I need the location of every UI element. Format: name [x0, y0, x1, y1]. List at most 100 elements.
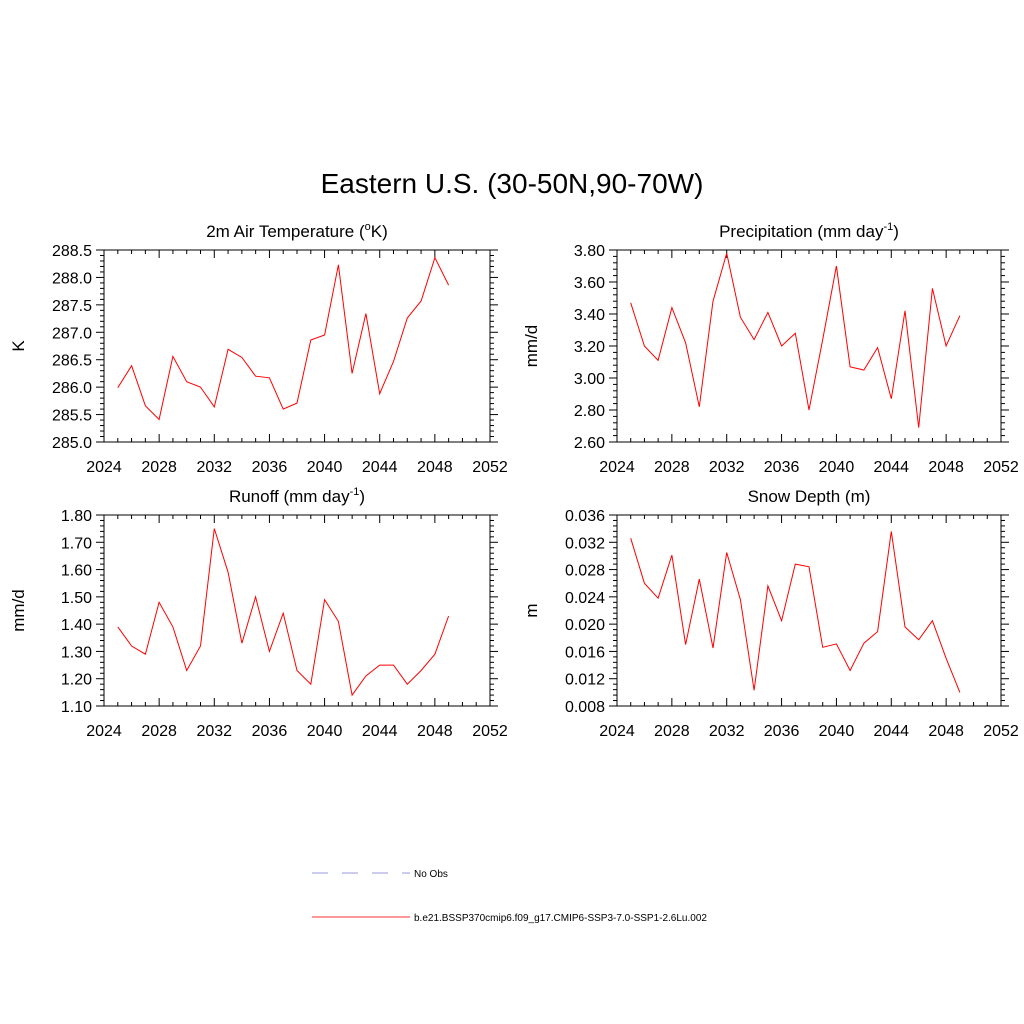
x-tick-label: 2048 [928, 459, 964, 476]
panel-title: Precipitation (mm day-1) [719, 221, 899, 241]
panel-title-tail: K) [371, 222, 388, 241]
y-tick-label: 3.80 [574, 243, 605, 260]
y-tick-label: 0.032 [565, 535, 605, 552]
x-tick-label: 2028 [654, 459, 690, 476]
y-tick-label: 287.0 [52, 325, 92, 342]
panel-title-tail: ) [359, 487, 365, 506]
panel-title-superscript: -1 [350, 486, 360, 498]
y-tick-label: 287.5 [52, 298, 92, 315]
series-line-1 [630, 531, 961, 693]
y-axis-label: mm/d [522, 325, 541, 368]
y-tick-label: 1.70 [61, 535, 92, 552]
y-tick-label: 286.0 [52, 380, 92, 397]
chart-panel-1: 2024 2028 2032 2036 2040 2044 2048 2052 285.0 285… [9, 221, 508, 476]
x-tick-label: 2040 [307, 459, 343, 476]
plot-frame [616, 249, 1002, 443]
x-tick-label: 2040 [819, 459, 855, 476]
panel-title: Snow Depth (m) [748, 487, 871, 506]
page-title: Eastern U.S. (30-50N,90-70W) [320, 168, 704, 199]
y-tick-label: 1.30 [61, 644, 92, 661]
y-tick-label: 285.0 [52, 435, 92, 452]
y-tick-label: 3.40 [574, 307, 605, 324]
x-tick-label: 2052 [472, 459, 508, 476]
y-axis-label: mm/d [9, 589, 28, 632]
x-tick-label: 2032 [196, 723, 232, 740]
x-tick-label: 2028 [654, 723, 690, 740]
y-tick-label: 0.016 [565, 644, 605, 661]
x-tick-label: 2052 [983, 723, 1019, 740]
x-tick-label: 2032 [709, 459, 745, 476]
x-tick-label: 2052 [983, 459, 1019, 476]
legend-item-1: No Obs [312, 869, 448, 880]
y-tick-label: 1.40 [61, 617, 92, 634]
x-tick-label: 2036 [764, 459, 800, 476]
x-tick-label: 2036 [764, 723, 800, 740]
series-line-1 [117, 256, 450, 421]
x-tick-label: 2040 [307, 723, 343, 740]
panel-title-text: Runoff (mm day [229, 487, 350, 506]
y-tick-label: 1.80 [61, 508, 92, 525]
panel-title: Runoff (mm day-1) [229, 486, 365, 506]
x-tick-label: 2044 [362, 459, 398, 476]
y-axis-label: m [522, 603, 541, 617]
x-tick-label: 2040 [819, 723, 855, 740]
y-tick-label: 0.012 [565, 672, 605, 689]
plot-frame [103, 249, 491, 443]
x-tick-label: 2024 [86, 459, 122, 476]
y-axis-label: K [9, 340, 28, 352]
chart-panel-3: 2024 2028 2032 2036 2040 2044 2048 2052 1.10 1.20… [9, 486, 508, 740]
plot-frame [616, 514, 1002, 707]
panel-title-text: Precipitation (mm day [719, 222, 884, 241]
y-tick-label: 0.028 [565, 563, 605, 580]
x-tick-label: 2024 [599, 459, 635, 476]
chart-panel-4: 2024 2028 2032 2036 2040 2044 2048 2052 0.008 0.0… [522, 487, 1019, 740]
x-tick-label: 2032 [196, 459, 232, 476]
y-tick-label: 0.020 [565, 617, 605, 634]
x-tick-label: 2024 [86, 723, 122, 740]
x-tick-label: 2052 [472, 723, 508, 740]
x-tick-label: 2036 [252, 459, 288, 476]
x-tick-label: 2044 [362, 723, 398, 740]
x-tick-label: 2032 [709, 723, 745, 740]
panel-title-superscript: o [365, 221, 371, 233]
plot-frame [103, 514, 491, 707]
y-tick-label: 288.5 [52, 243, 92, 260]
x-tick-label: 2036 [252, 723, 288, 740]
y-tick-label: 2.60 [574, 435, 605, 452]
chart-panel-2: 2024 2028 2032 2036 2040 2044 2048 2052 2.60 2.80… [522, 221, 1019, 476]
y-tick-label: 0.008 [565, 699, 605, 716]
y-tick-label: 286.5 [52, 353, 92, 370]
y-tick-label: 1.10 [61, 699, 92, 716]
panel-title-tail: ) [893, 222, 899, 241]
legend-item-2: b.e21.BSSP370cmip6.f09_g17.CMIP6-SSP3-7.… [312, 913, 707, 924]
x-tick-label: 2044 [873, 723, 909, 740]
y-tick-label: 285.5 [52, 408, 92, 425]
legend-label: No Obs [414, 869, 448, 880]
y-tick-label: 0.024 [565, 590, 605, 607]
y-tick-label: 3.60 [574, 275, 605, 292]
panel-title-text: 2m Air Temperature ( [206, 222, 365, 241]
x-tick-label: 2028 [141, 459, 177, 476]
y-tick-label: 3.20 [574, 339, 605, 356]
series-line-1 [117, 528, 450, 697]
x-tick-label: 2024 [599, 723, 635, 740]
legend-label: b.e21.BSSP370cmip6.f09_g17.CMIP6-SSP3-7.… [414, 913, 707, 924]
series-line-1 [630, 253, 961, 428]
x-tick-label: 2048 [417, 459, 453, 476]
y-tick-label: 3.00 [574, 371, 605, 388]
legend: No Obs b.e21.BSSP370cmip6.f09_g17.CMIP6-S… [312, 869, 707, 924]
y-tick-label: 288.0 [52, 270, 92, 287]
panel-title: 2m Air Temperature (oK) [206, 221, 388, 241]
panel-title-text: Snow Depth (m) [748, 487, 871, 506]
y-tick-label: 1.20 [61, 672, 92, 689]
x-tick-label: 2044 [873, 459, 909, 476]
x-tick-label: 2048 [928, 723, 964, 740]
y-tick-label: 1.60 [61, 563, 92, 580]
x-tick-label: 2028 [141, 723, 177, 740]
y-tick-label: 2.80 [574, 403, 605, 420]
x-tick-label: 2048 [417, 723, 453, 740]
panel-title-superscript: -1 [883, 221, 893, 233]
y-tick-label: 1.50 [61, 590, 92, 607]
y-tick-label: 0.036 [565, 508, 605, 525]
